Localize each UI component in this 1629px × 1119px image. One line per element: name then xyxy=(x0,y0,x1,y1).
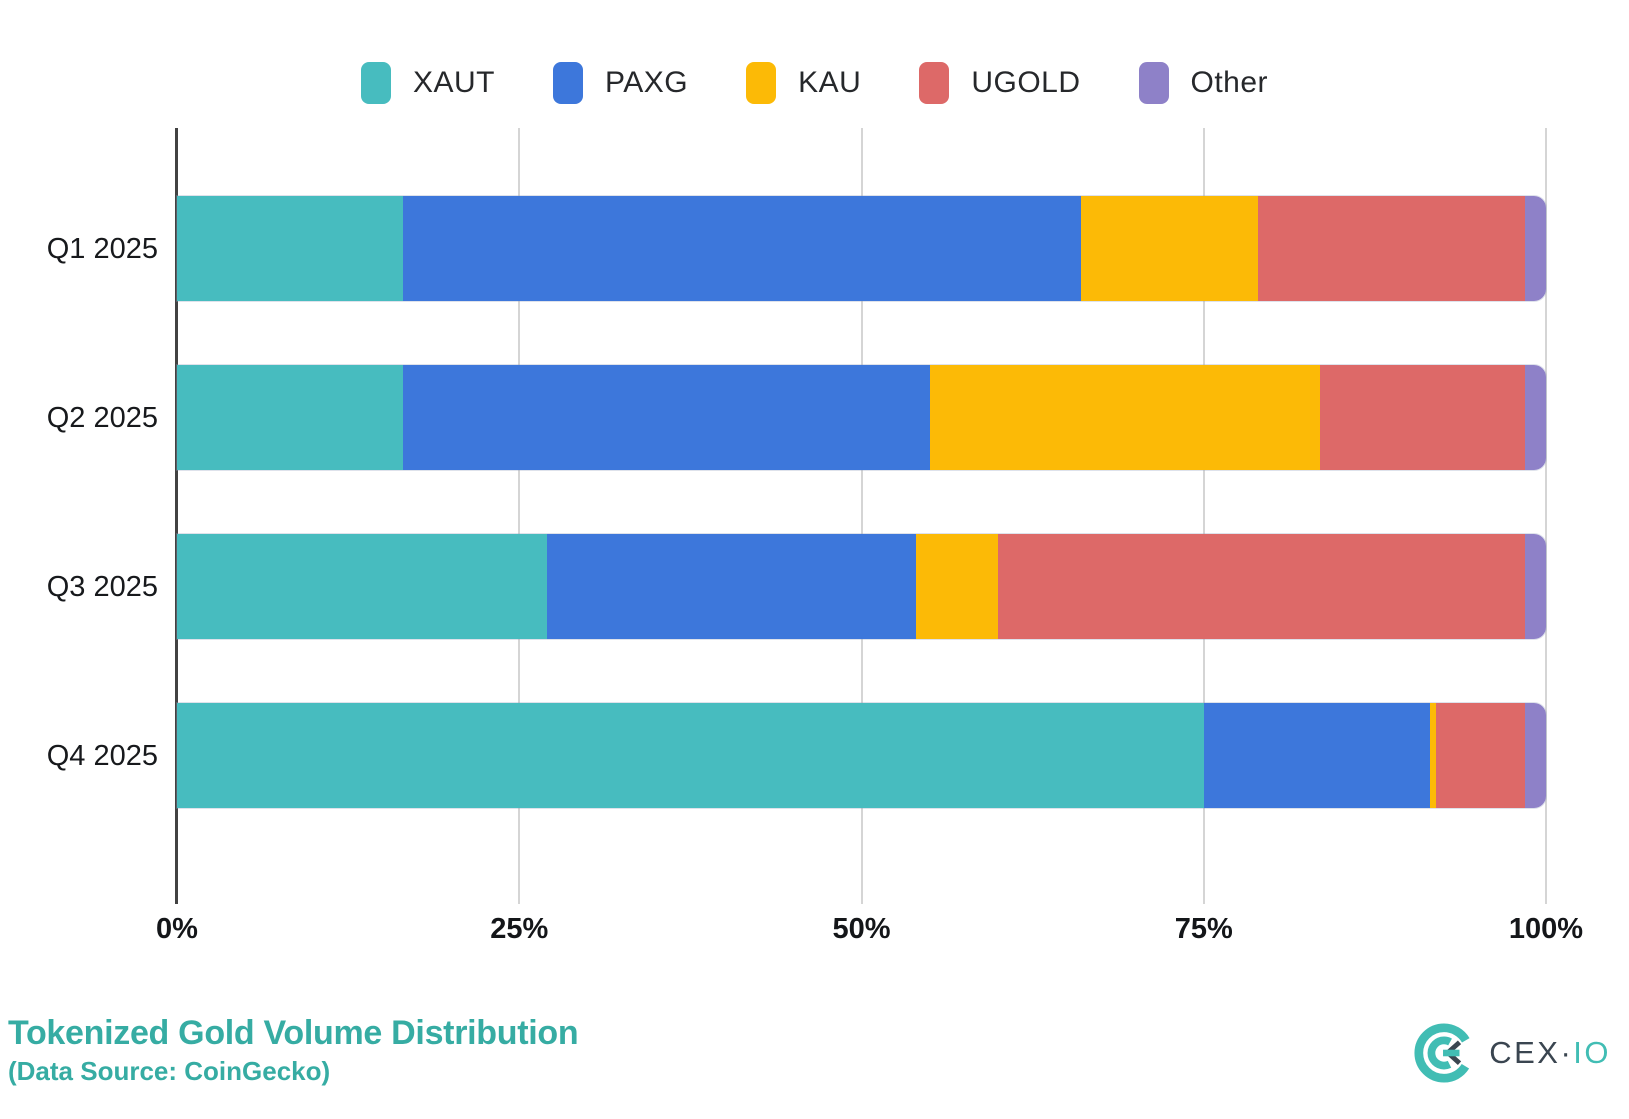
x-axis-tick-label: 0% xyxy=(156,913,198,945)
segment-xaut-q2-2025 xyxy=(177,365,403,470)
y-axis-label-q1-2025: Q1 2025 xyxy=(46,232,158,265)
y-axis-label-q3-2025: Q3 2025 xyxy=(46,570,158,603)
segment-ugold-q1-2025 xyxy=(1258,196,1526,301)
gridline-75pct xyxy=(1202,128,1205,904)
legend-item-ugold: UGOLD xyxy=(919,62,1080,104)
y-axis-line xyxy=(175,128,178,904)
segment-paxg-q4-2025 xyxy=(1203,703,1430,808)
x-axis-tick-label: 25% xyxy=(490,913,549,945)
bar-q3-2025 xyxy=(177,534,1546,639)
segment-other-q4-2025 xyxy=(1525,703,1546,808)
cexio-logo-text: CEX·IO xyxy=(1489,1035,1611,1070)
segment-kau-q3-2025 xyxy=(916,534,999,639)
legend-item-xaut: XAUT xyxy=(360,62,495,104)
segment-kau-q2-2025 xyxy=(929,365,1321,470)
legend-swatch-other xyxy=(1138,62,1169,104)
chart-subtitle: (Data Source: CoinGecko) xyxy=(8,1056,331,1086)
legend-item-kau: KAU xyxy=(746,62,861,104)
gridline-25pct xyxy=(518,128,521,904)
legend-item-other: Other xyxy=(1138,62,1269,104)
segment-xaut-q3-2025 xyxy=(177,534,547,639)
segment-kau-q1-2025 xyxy=(1080,196,1259,301)
legend-swatch-paxg xyxy=(552,62,583,104)
legend-swatch-ugold xyxy=(919,62,950,104)
legend-item-paxg: PAXG xyxy=(552,62,689,104)
cexio-logo: CEX·IO xyxy=(1413,1022,1611,1084)
legend: XAUT PAXG KAU UGOLD Other xyxy=(0,60,1629,106)
gridline-100pct xyxy=(1545,128,1547,904)
legend-label: UGOLD xyxy=(971,66,1081,99)
segment-other-q1-2025 xyxy=(1525,196,1546,301)
segment-xaut-q4-2025 xyxy=(177,703,1204,808)
segment-ugold-q4-2025 xyxy=(1436,703,1526,808)
segment-other-q2-2025 xyxy=(1525,365,1546,470)
segment-paxg-q2-2025 xyxy=(402,365,930,470)
legend-swatch-kau xyxy=(746,62,777,104)
legend-swatch-xaut xyxy=(360,62,391,104)
legend-label: Other xyxy=(1190,66,1269,99)
x-axis-tick-label: 100% xyxy=(1508,913,1584,945)
segment-kau-q4-2025 xyxy=(1429,703,1437,808)
segment-ugold-q2-2025 xyxy=(1320,365,1526,470)
y-axis-label-q2-2025: Q2 2025 xyxy=(46,401,158,434)
bar-q4-2025 xyxy=(177,703,1546,808)
plot-area xyxy=(175,128,1547,904)
segment-xaut-q1-2025 xyxy=(177,196,403,301)
legend-label: PAXG xyxy=(604,66,689,99)
cexio-logo-icon xyxy=(1414,1023,1474,1083)
legend-label: XAUT xyxy=(412,66,495,99)
gridline-50pct xyxy=(860,128,863,904)
y-axis-label-q4-2025: Q4 2025 xyxy=(46,739,158,772)
segment-ugold-q3-2025 xyxy=(998,534,1526,639)
chart-title: Tokenized Gold Volume Distribution xyxy=(8,1014,579,1052)
x-axis-tick-label: 75% xyxy=(1174,913,1233,945)
x-axis-tick-label: 50% xyxy=(832,913,891,945)
segment-paxg-q3-2025 xyxy=(546,534,917,639)
segment-paxg-q1-2025 xyxy=(402,196,1081,301)
legend-label: KAU xyxy=(798,66,862,99)
bar-q1-2025 xyxy=(177,196,1546,301)
segment-other-q3-2025 xyxy=(1525,534,1546,639)
bar-q2-2025 xyxy=(177,365,1546,470)
